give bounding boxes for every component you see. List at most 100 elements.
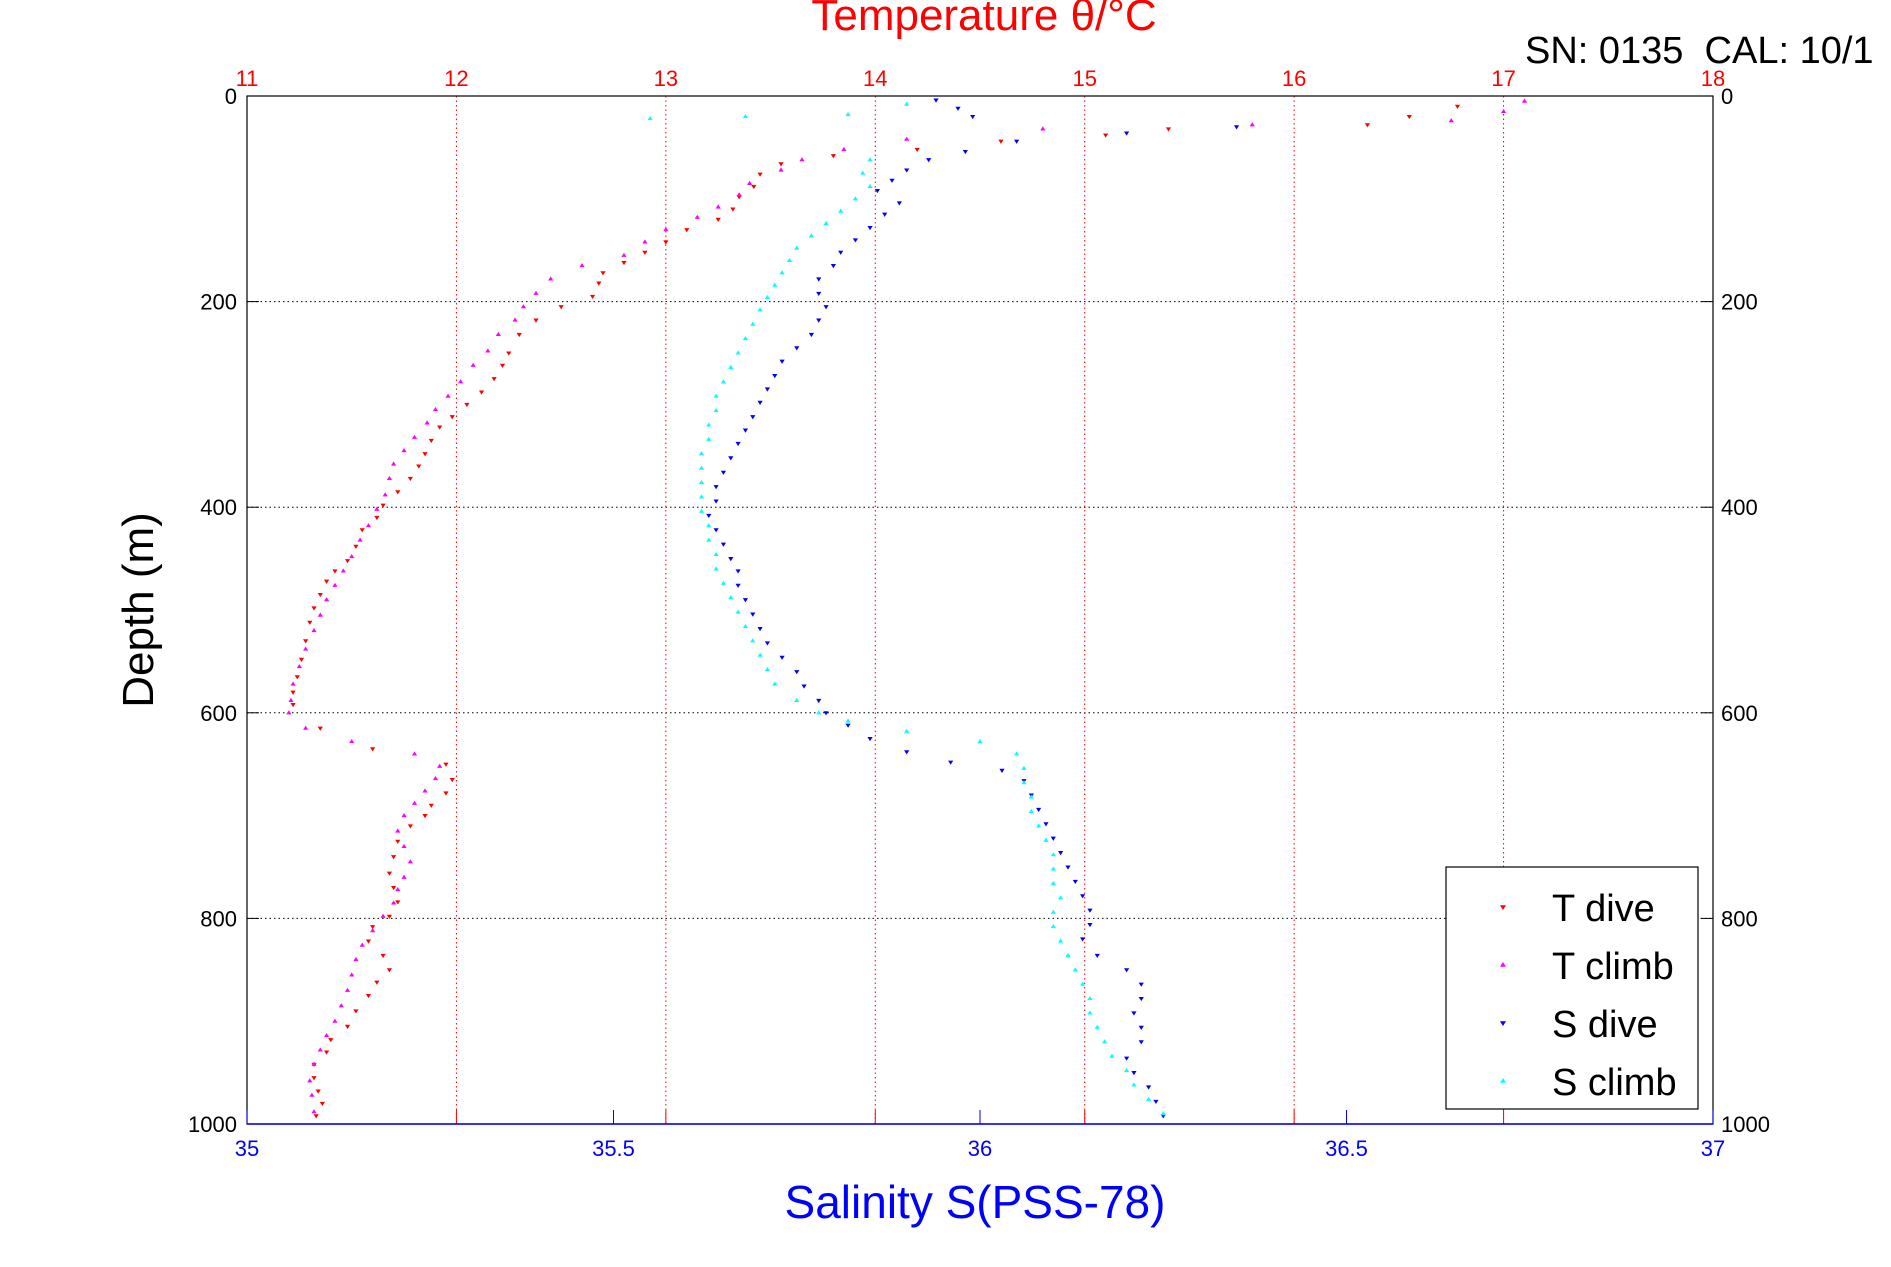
data-point	[485, 348, 491, 353]
data-point	[801, 684, 807, 689]
data-point	[395, 490, 401, 495]
data-point	[750, 415, 756, 420]
data-point	[443, 762, 449, 767]
data-point	[1448, 118, 1454, 123]
data-point	[764, 387, 771, 392]
data-point	[742, 598, 749, 603]
salinity-tick-label: 35	[235, 1136, 259, 1161]
data-point	[926, 158, 932, 163]
temperature-tick-label: 16	[1282, 66, 1306, 91]
data-point	[311, 627, 317, 633]
data-point	[933, 98, 939, 103]
data-point	[1058, 938, 1064, 943]
data-point	[706, 513, 712, 519]
data-point	[1145, 1085, 1152, 1090]
data-point	[512, 317, 518, 322]
data-point	[1124, 131, 1130, 136]
data-point	[1138, 982, 1144, 987]
data-point	[428, 438, 434, 443]
data-point	[904, 728, 910, 733]
data-point	[684, 228, 690, 233]
data-point	[998, 139, 1004, 144]
data-point	[516, 332, 522, 338]
legend: T dive T climb S dive S climb	[1445, 866, 1699, 1110]
data-point	[999, 768, 1005, 773]
data-point	[736, 192, 742, 197]
data-point	[751, 184, 757, 190]
data-point	[1058, 895, 1064, 900]
data-point	[904, 750, 910, 755]
series-s-climb	[647, 101, 1166, 1116]
data-point	[694, 214, 700, 219]
data-point	[323, 1050, 330, 1055]
data-point	[1103, 133, 1109, 138]
data-point	[713, 528, 719, 533]
left-tick-label: 1000	[188, 1112, 237, 1137]
data-point	[1102, 1039, 1108, 1044]
data-point	[303, 639, 309, 644]
data-point	[647, 116, 653, 121]
data-point	[1050, 866, 1056, 871]
data-point	[349, 553, 355, 559]
data-point	[816, 318, 822, 323]
data-point	[407, 476, 413, 482]
data-point	[1072, 879, 1078, 884]
data-point	[1087, 995, 1093, 1001]
data-point	[401, 843, 407, 848]
salinity-tick-label: 37	[1701, 1136, 1725, 1161]
data-point	[867, 183, 873, 189]
data-point	[290, 681, 296, 686]
data-point	[359, 942, 365, 947]
left-tick-label: 400	[200, 495, 237, 520]
data-point	[698, 494, 705, 499]
data-point	[728, 595, 734, 600]
data-point	[464, 402, 470, 407]
legend-marker	[1500, 905, 1506, 910]
chart-title: Temperature θ/°C	[811, 0, 1156, 40]
data-point	[720, 542, 727, 547]
data-point	[311, 1109, 317, 1114]
data-point	[757, 400, 763, 405]
data-point	[391, 900, 397, 905]
data-point	[747, 180, 753, 185]
data-point	[720, 470, 727, 475]
data-point	[1028, 794, 1034, 799]
left-tick-label: 800	[200, 906, 237, 931]
data-point	[735, 569, 741, 574]
data-point	[520, 304, 527, 309]
data-point	[407, 859, 413, 864]
data-point	[443, 791, 449, 796]
data-point	[1124, 1056, 1130, 1061]
data-point	[779, 270, 785, 275]
data-point	[706, 422, 712, 427]
data-point	[1131, 1082, 1137, 1087]
legend-marker	[1500, 962, 1506, 967]
data-point	[533, 290, 539, 295]
legend-box	[1445, 866, 1699, 1110]
data-point	[1094, 953, 1100, 959]
data-point	[742, 623, 749, 629]
data-point	[579, 263, 585, 268]
data-point	[495, 331, 501, 337]
data-point	[286, 710, 292, 715]
data-point	[596, 281, 602, 286]
data-point	[970, 115, 976, 120]
data-point	[621, 252, 627, 257]
data-point	[904, 136, 910, 141]
data-point	[323, 1032, 330, 1038]
data-point	[298, 657, 305, 662]
data-point	[319, 1101, 325, 1107]
data-point	[1160, 1111, 1166, 1116]
data-point	[558, 305, 564, 310]
data-point	[772, 374, 778, 379]
data-point	[303, 646, 309, 651]
data-point	[317, 593, 323, 598]
data-point	[808, 332, 815, 338]
temperature-tick-label: 14	[863, 66, 887, 91]
data-point	[380, 953, 386, 959]
legend-marker	[1500, 1078, 1506, 1083]
right-tick-label: 1000	[1721, 1112, 1770, 1137]
data-point	[1072, 967, 1078, 972]
data-point	[290, 690, 296, 695]
